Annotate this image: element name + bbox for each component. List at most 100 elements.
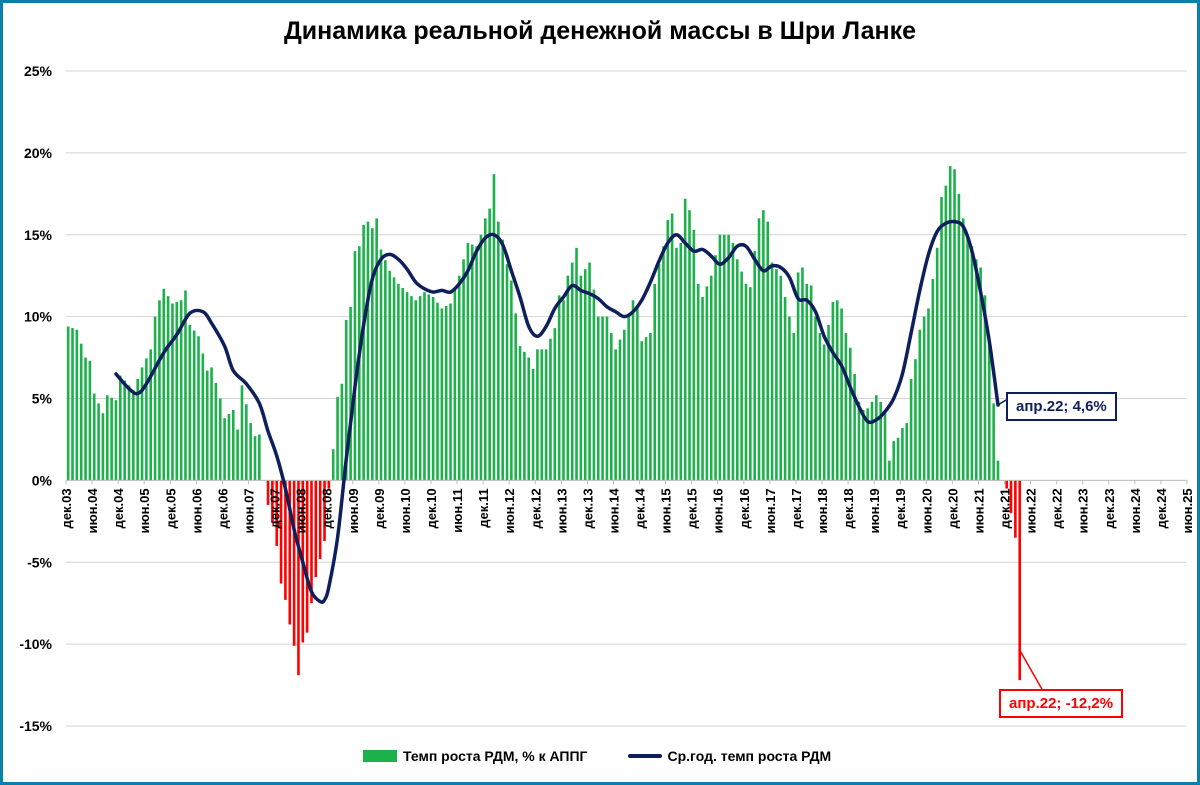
bar — [696, 283, 700, 481]
bar — [401, 287, 405, 481]
bar — [492, 174, 496, 481]
x-tick-label: дек.10 — [424, 488, 439, 528]
x-tick-label: дек.11 — [476, 488, 491, 527]
bar — [749, 287, 752, 481]
bar — [410, 296, 413, 481]
bar — [922, 316, 926, 481]
bar — [466, 242, 470, 481]
callout-line-value: апр.22; 4,6% — [1006, 392, 1117, 421]
bar — [392, 277, 396, 481]
bar — [653, 283, 657, 481]
bar — [727, 234, 730, 481]
bar — [892, 441, 896, 481]
bar — [853, 373, 856, 481]
bar — [71, 328, 74, 481]
bar — [453, 289, 457, 481]
x-tick-label: дек.07 — [268, 488, 283, 528]
bar — [114, 400, 118, 481]
x-tick-label: июн.24 — [1128, 488, 1143, 534]
bar — [796, 272, 800, 481]
x-tick-label: дек.24 — [1154, 488, 1169, 529]
bar — [961, 218, 965, 481]
bar — [861, 409, 865, 481]
x-tick-label: июн.06 — [189, 488, 204, 533]
bar — [214, 382, 218, 481]
bar — [835, 300, 839, 481]
bar — [822, 344, 826, 481]
bar — [1009, 480, 1013, 514]
bar — [557, 295, 561, 481]
bar — [105, 395, 109, 481]
bar — [953, 169, 956, 481]
bar — [97, 403, 100, 481]
bar — [132, 390, 135, 481]
x-tick-label: июн.09 — [346, 488, 361, 533]
bar — [705, 286, 709, 481]
bar — [566, 275, 570, 481]
y-tick-label: 15% — [24, 227, 53, 243]
bar — [327, 480, 331, 489]
bar — [449, 303, 452, 481]
bar — [462, 259, 465, 481]
bar — [140, 367, 144, 481]
bar — [245, 404, 248, 481]
bar — [175, 301, 179, 481]
bar — [523, 351, 526, 481]
bar — [731, 242, 735, 481]
y-tick-label: 25% — [24, 63, 53, 79]
bar — [497, 221, 500, 481]
bar — [240, 385, 244, 481]
bar — [510, 280, 513, 481]
x-tick-label: дек.23 — [1102, 488, 1117, 528]
legend-bar-label: Темп роста РДМ, % к АППГ — [403, 748, 588, 764]
chart-legend: Темп роста РДМ, % к АППГ Ср.год. темп ро… — [363, 748, 831, 764]
x-tick-label: июн.12 — [502, 488, 517, 533]
bar — [84, 357, 87, 481]
bar — [218, 398, 222, 481]
bar — [588, 262, 591, 481]
bar — [514, 313, 518, 481]
bar — [592, 289, 596, 481]
bar — [231, 409, 235, 481]
bar — [553, 328, 557, 481]
bar — [418, 296, 422, 481]
chart-plot-area: 25% 20% 15% 10% 5% 0% -5% -10% -15% дек.03 июн.04 д… — [19, 63, 1195, 734]
bar — [119, 375, 122, 481]
bar — [762, 210, 765, 481]
bar — [644, 337, 648, 481]
bar — [223, 418, 226, 481]
bar — [670, 213, 674, 481]
bar — [879, 401, 882, 481]
bar — [957, 193, 961, 481]
y-tick-label: -5% — [27, 554, 52, 570]
bar — [974, 259, 978, 481]
x-tick-label: июн.22 — [1024, 488, 1039, 533]
bar — [397, 283, 400, 481]
bar — [440, 308, 444, 481]
x-tick-label: июн.25 — [1180, 488, 1195, 533]
bar — [297, 480, 300, 676]
bar — [649, 333, 652, 481]
bar — [275, 480, 279, 546]
bar — [940, 197, 943, 481]
bar — [931, 278, 935, 481]
bar — [805, 283, 809, 481]
bar — [475, 246, 478, 481]
bar — [883, 409, 887, 481]
bar — [744, 283, 748, 481]
bar — [166, 296, 170, 481]
x-tick-label: дек.22 — [1050, 488, 1065, 528]
bar — [427, 294, 431, 481]
bar — [323, 480, 326, 541]
bar — [123, 380, 126, 481]
bar — [336, 396, 339, 481]
bar — [279, 480, 283, 584]
callout-bar-value: апр.22; -12,2% — [999, 689, 1124, 718]
bar — [145, 358, 148, 481]
bar — [609, 333, 613, 481]
bar — [205, 370, 209, 481]
bar — [979, 267, 982, 481]
bar — [405, 292, 409, 481]
bar — [388, 270, 392, 481]
bar — [188, 324, 192, 481]
